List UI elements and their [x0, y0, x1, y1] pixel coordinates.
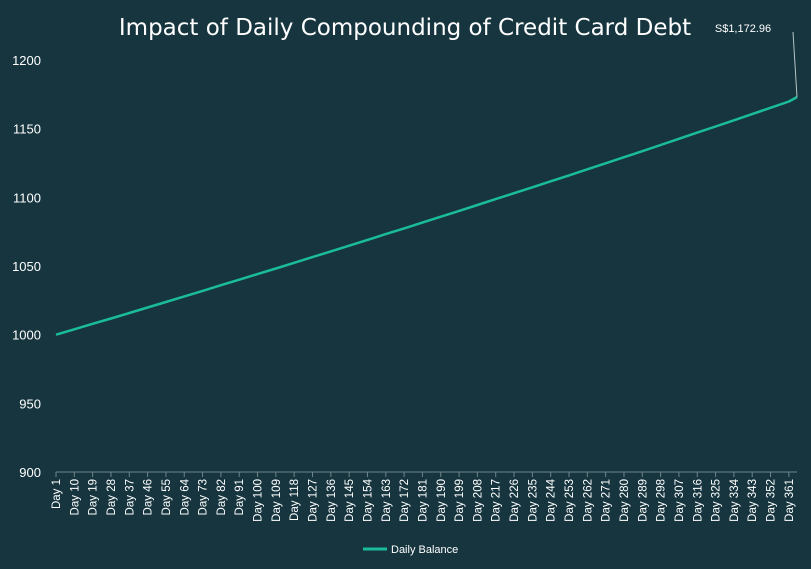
x-tick-label: Day 262 — [582, 479, 594, 522]
y-axis: 900 950 1000 1050 1100 1150 1200 — [12, 53, 41, 480]
x-tick-label: Day 298 — [656, 479, 668, 522]
x-tick-label: Day 109 — [271, 479, 283, 522]
x-tick-label: Day 271 — [601, 479, 613, 522]
y-tick-label: 1100 — [13, 190, 41, 205]
legend[interactable]: Daily Balance — [363, 544, 458, 556]
x-tick-label: Day 244 — [546, 478, 558, 521]
x-tick-label: Day 64 — [179, 478, 191, 515]
y-tick-label: 1150 — [13, 122, 41, 137]
x-tick-label: Day 118 — [289, 479, 301, 521]
x-tick-label: Day 235 — [527, 479, 539, 522]
x-tick-label: Day 73 — [198, 479, 210, 515]
x-tick-label: Day 325 — [711, 479, 723, 522]
x-tick-label: Day 181 — [417, 479, 429, 522]
x-tick-label: Day 226 — [509, 479, 521, 522]
legend-label: Daily Balance — [391, 544, 458, 556]
annotation-layer: S$1,172.96 — [715, 23, 798, 98]
x-tick-label: Day 361 — [784, 479, 796, 522]
x-tick-label: Day 208 — [472, 479, 484, 522]
annotation-leader-line — [792, 31, 798, 98]
x-tick-label: Day 91 — [234, 479, 246, 515]
annotation-label: S$1,172.96 — [715, 23, 771, 35]
x-tick-label: Day 289 — [637, 479, 649, 522]
y-tick-label: 900 — [19, 465, 41, 480]
x-tick-label: Day 82 — [216, 479, 228, 515]
x-tick-label: Day 316 — [692, 479, 704, 522]
x-tick-label: Day 253 — [564, 479, 576, 522]
series-line-daily-balance[interactable] — [55, 96, 798, 336]
x-tick-label: Day 334 — [729, 478, 741, 521]
x-tick-label: Day 19 — [88, 479, 100, 515]
x-tick-label: Day 172 — [399, 479, 411, 522]
y-tick-label: 1050 — [12, 259, 41, 274]
y-tick-label: 1200 — [12, 53, 41, 68]
x-tick-label: Day 163 — [381, 479, 393, 522]
x-tick-label: Day 154 — [362, 478, 374, 521]
x-tick-label: Day 199 — [454, 479, 466, 522]
x-axis: Day 1 Day 10 Day 19 Day 28 Day 37 Day 46 Day 5… — [51, 472, 796, 522]
x-tick-label: Day 55 — [161, 479, 173, 515]
x-tick-label: Day 100 — [253, 479, 265, 522]
x-tick-label: Day 217 — [491, 479, 503, 522]
x-tick-label: Day 28 — [106, 479, 118, 515]
x-tick-label: Day 190 — [436, 479, 448, 522]
x-tick-label: Day 352 — [766, 479, 778, 522]
y-tick-label: 1000 — [12, 328, 41, 343]
y-tick-label: 950 — [19, 396, 41, 411]
x-tick-label: Day 343 — [747, 479, 759, 522]
x-tick-label: Day 46 — [143, 479, 155, 515]
x-tick-label: Day 127 — [308, 479, 320, 522]
x-tick-label: Day 145 — [344, 479, 356, 522]
x-tick-label: Day 307 — [674, 479, 686, 522]
x-tick-label: Day 136 — [326, 479, 338, 522]
x-tick-label: Day 280 — [619, 479, 631, 522]
x-tick-label: Day 10 — [69, 479, 81, 515]
series-layer — [55, 96, 798, 336]
x-tick-label: Day 1 — [51, 479, 63, 509]
chart-title: Impact of Daily Compounding of Credit Ca… — [119, 15, 691, 41]
x-tick-label: Day 37 — [124, 479, 136, 515]
